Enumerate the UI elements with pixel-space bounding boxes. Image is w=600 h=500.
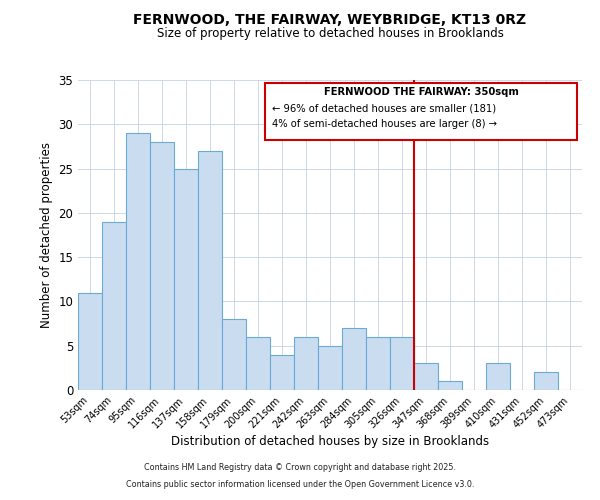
Text: Contains HM Land Registry data © Crown copyright and database right 2025.: Contains HM Land Registry data © Crown c…	[144, 464, 456, 472]
Text: ← 96% of detached houses are smaller (181): ← 96% of detached houses are smaller (18…	[272, 103, 497, 113]
Bar	[486, 364, 510, 390]
Bar	[438, 381, 462, 390]
Y-axis label: Number of detached properties: Number of detached properties	[40, 142, 53, 328]
Bar	[414, 364, 438, 390]
Bar	[150, 142, 174, 390]
Bar	[366, 337, 390, 390]
Bar	[246, 337, 270, 390]
Text: FERNWOOD THE FAIRWAY: 350sqm: FERNWOOD THE FAIRWAY: 350sqm	[324, 87, 518, 97]
Text: 4% of semi-detached houses are larger (8) →: 4% of semi-detached houses are larger (8…	[272, 119, 497, 129]
Bar	[198, 151, 222, 390]
Bar	[294, 337, 318, 390]
Text: Contains public sector information licensed under the Open Government Licence v3: Contains public sector information licen…	[126, 480, 474, 489]
Bar	[174, 168, 198, 390]
Bar	[534, 372, 558, 390]
Bar	[390, 337, 414, 390]
X-axis label: Distribution of detached houses by size in Brooklands: Distribution of detached houses by size …	[171, 436, 489, 448]
Bar	[78, 292, 102, 390]
Bar	[222, 319, 246, 390]
Bar	[318, 346, 342, 390]
Text: FERNWOOD, THE FAIRWAY, WEYBRIDGE, KT13 0RZ: FERNWOOD, THE FAIRWAY, WEYBRIDGE, KT13 0…	[133, 12, 527, 26]
Bar	[102, 222, 126, 390]
Bar	[270, 354, 294, 390]
Text: Size of property relative to detached houses in Brooklands: Size of property relative to detached ho…	[157, 28, 503, 40]
Bar	[126, 133, 150, 390]
FancyBboxPatch shape	[265, 82, 577, 140]
Bar	[342, 328, 366, 390]
